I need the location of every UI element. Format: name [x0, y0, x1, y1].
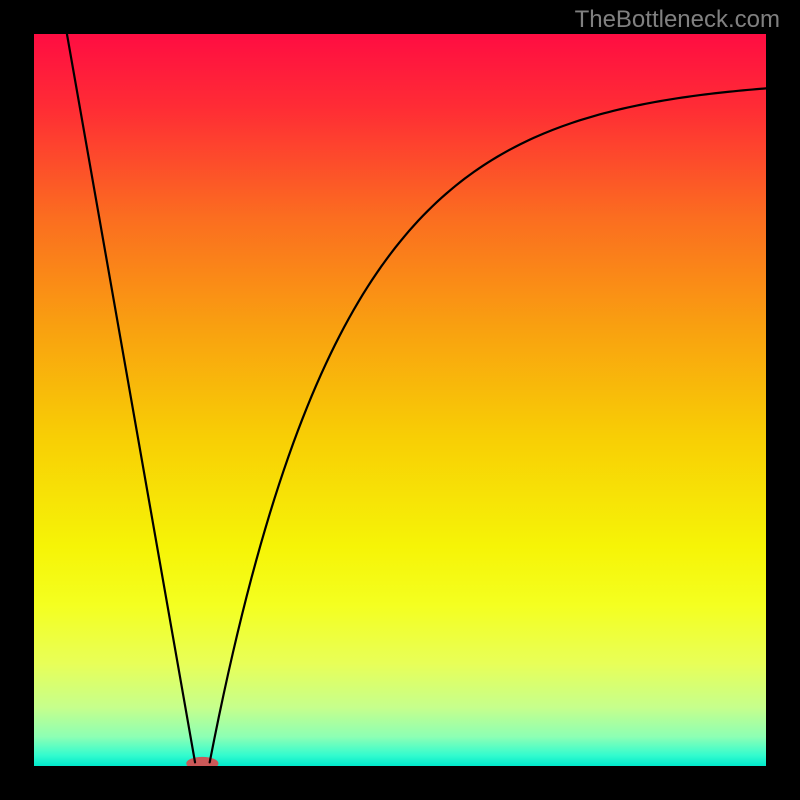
bottleneck-chart — [34, 34, 766, 766]
chart-background — [34, 34, 766, 766]
watermark-text: TheBottleneck.com — [575, 6, 780, 34]
